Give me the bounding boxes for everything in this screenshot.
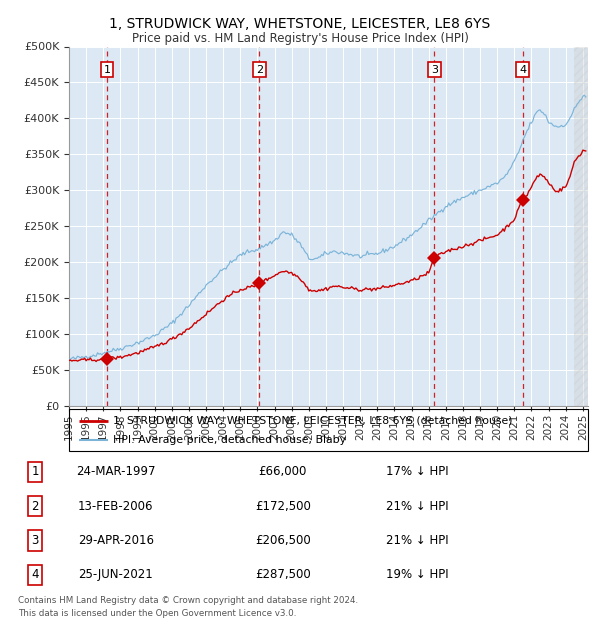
Text: This data is licensed under the Open Government Licence v3.0.: This data is licensed under the Open Gov…: [18, 609, 296, 618]
Text: 4: 4: [519, 64, 526, 74]
Text: 24-MAR-1997: 24-MAR-1997: [76, 465, 155, 478]
Text: £206,500: £206,500: [255, 534, 311, 547]
Text: 17% ↓ HPI: 17% ↓ HPI: [386, 465, 449, 478]
Text: 19% ↓ HPI: 19% ↓ HPI: [386, 569, 449, 582]
Text: 1: 1: [104, 64, 110, 74]
Text: HPI: Average price, detached house, Blaby: HPI: Average price, detached house, Blab…: [113, 435, 346, 445]
Text: £66,000: £66,000: [259, 465, 307, 478]
Text: 3: 3: [431, 64, 438, 74]
Text: 1, STRUDWICK WAY, WHETSTONE, LEICESTER, LE8 6YS: 1, STRUDWICK WAY, WHETSTONE, LEICESTER, …: [109, 17, 491, 32]
Bar: [574, 46, 588, 406]
Text: £172,500: £172,500: [255, 500, 311, 513]
Text: Price paid vs. HM Land Registry's House Price Index (HPI): Price paid vs. HM Land Registry's House …: [131, 32, 469, 45]
Text: Contains HM Land Registry data © Crown copyright and database right 2024.: Contains HM Land Registry data © Crown c…: [18, 596, 358, 606]
Text: 21% ↓ HPI: 21% ↓ HPI: [386, 500, 449, 513]
Text: 2: 2: [256, 64, 263, 74]
Text: £287,500: £287,500: [255, 569, 311, 582]
Text: 21% ↓ HPI: 21% ↓ HPI: [386, 534, 449, 547]
Text: 3: 3: [31, 534, 39, 547]
Text: 29-APR-2016: 29-APR-2016: [77, 534, 154, 547]
Text: 13-FEB-2006: 13-FEB-2006: [78, 500, 154, 513]
Text: 2: 2: [31, 500, 39, 513]
Text: 25-JUN-2021: 25-JUN-2021: [79, 569, 153, 582]
Text: 1: 1: [31, 465, 39, 478]
Text: 4: 4: [31, 569, 39, 582]
Text: 1, STRUDWICK WAY, WHETSTONE, LEICESTER, LE8 6YS (detached house): 1, STRUDWICK WAY, WHETSTONE, LEICESTER, …: [113, 415, 512, 425]
